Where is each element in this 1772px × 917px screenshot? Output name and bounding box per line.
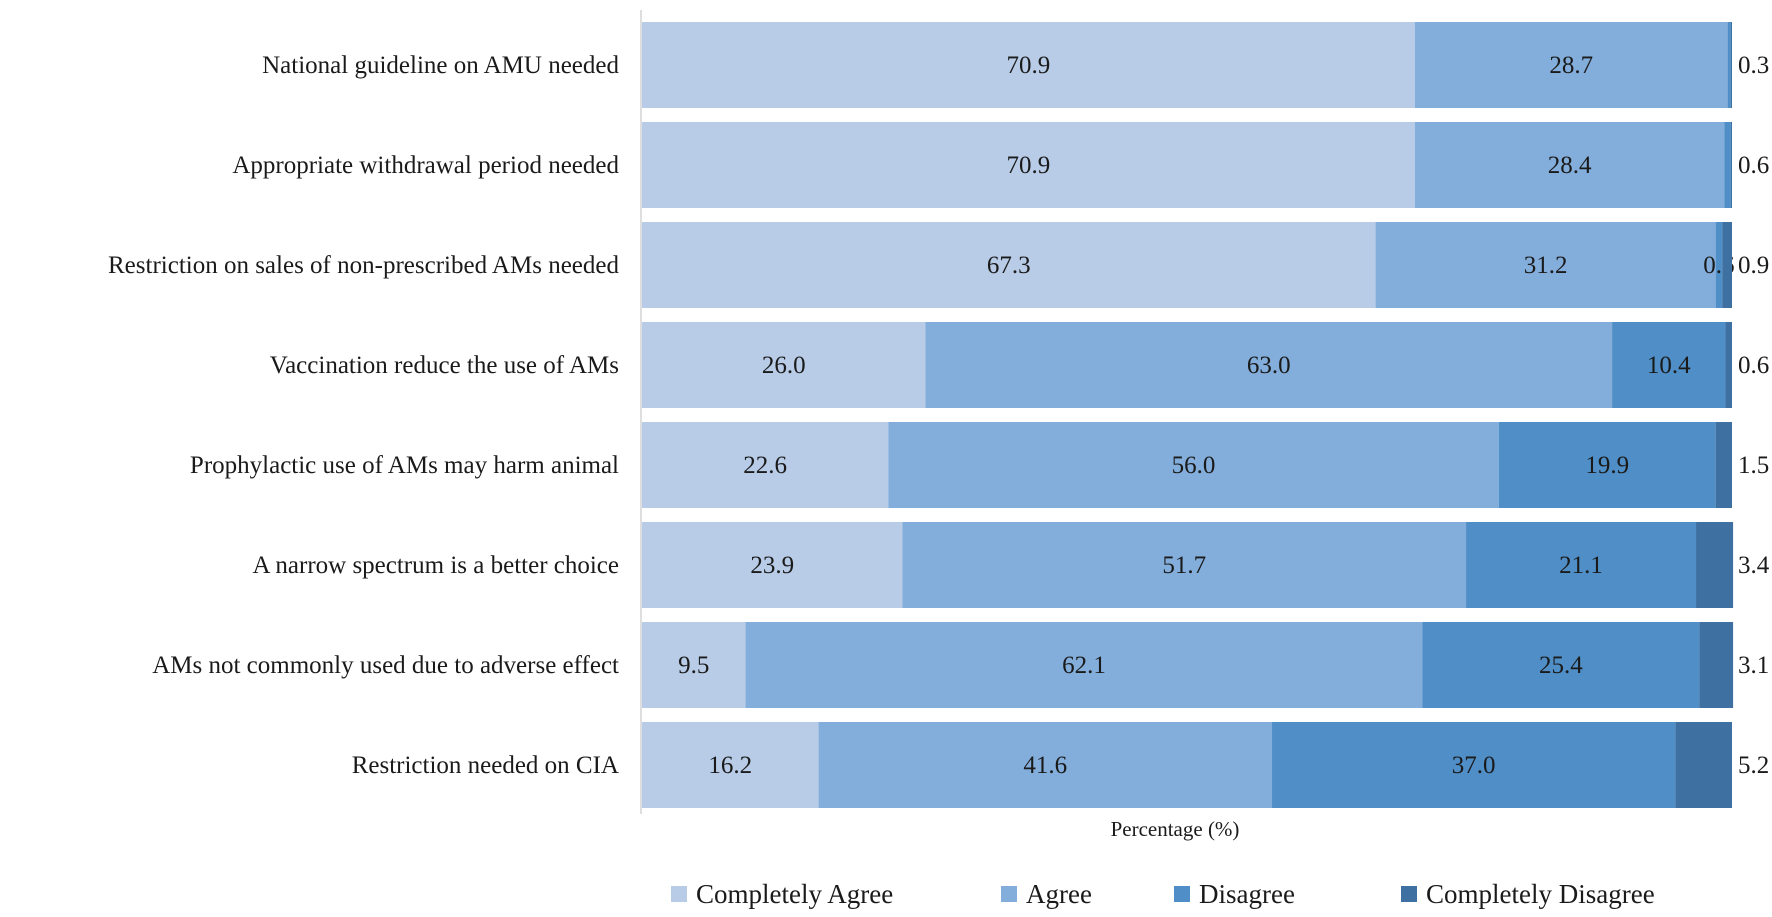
bar-segment-agree [745, 622, 1423, 708]
x-axis-title: Percentage (%) [1111, 817, 1240, 841]
bar-segment-agree [888, 422, 1499, 508]
legend-label: Completely Disagree [1426, 879, 1655, 909]
data-label: 9.5 [678, 652, 709, 679]
bar-segment-disagree [1272, 722, 1676, 808]
bar-segment-completely-agree [642, 122, 1415, 208]
legend-label: Agree [1026, 879, 1092, 909]
category-labels: National guideline on AMU needed Appropri… [108, 52, 619, 779]
data-label: 51.7 [1162, 552, 1206, 579]
data-label: 28.4 [1548, 152, 1592, 179]
outside-data-label: 0.9 [1738, 252, 1769, 279]
outside-data-label: 1.5 [1738, 452, 1769, 479]
data-label: 63.0 [1247, 352, 1291, 379]
bars-group: 70.9 28.7 0.3 70.9 28.4 0.6 67.3 31.2 0.6 0.9 26.0… [642, 22, 1770, 808]
outside-data-label: 3.4 [1738, 552, 1770, 579]
category-label: AMs not commonly used due to adverse eff… [152, 652, 619, 679]
data-label: 31.2 [1524, 252, 1568, 279]
bar-segment-completely-agree [642, 522, 903, 608]
bar-segment-agree [1375, 222, 1716, 308]
bar-segment-completely-disagree [1725, 322, 1732, 408]
bar-segment-completely-agree [642, 222, 1376, 308]
outside-data-label: 3.1 [1738, 652, 1769, 679]
outside-data-label: 0.6 [1738, 152, 1769, 179]
category-label: Restriction needed on CIA [352, 752, 619, 779]
data-label: 56.0 [1172, 452, 1216, 479]
legend-label: Disagree [1199, 879, 1295, 909]
bar-segment-completely-disagree [1715, 422, 1732, 508]
legend-label: Completely Agree [696, 879, 893, 909]
data-label: 25.4 [1539, 652, 1583, 679]
legend-swatch [1001, 886, 1017, 902]
bar-segment-agree [818, 722, 1273, 808]
category-label: Restriction on sales of non-prescribed A… [108, 252, 619, 279]
bar-segment-agree [925, 322, 1613, 408]
bar-segment-completely-agree [642, 322, 926, 408]
data-label: 41.6 [1023, 752, 1067, 779]
legend-swatch [1174, 886, 1190, 902]
bar-segment-disagree [1498, 422, 1716, 508]
bar-segment-agree [1414, 22, 1728, 108]
data-label: 23.9 [750, 552, 794, 579]
bar-segment-completely-disagree [1730, 122, 1732, 208]
category-label: National guideline on AMU needed [262, 52, 619, 79]
category-label: A narrow spectrum is a better choice [252, 552, 619, 579]
category-label: Appropriate withdrawal period needed [232, 152, 619, 179]
data-label: 67.3 [987, 252, 1031, 279]
bar-segment-disagree [1612, 322, 1726, 408]
data-label: 70.9 [1007, 52, 1051, 79]
data-label: 16.2 [708, 752, 752, 779]
bar-segment-completely-disagree [1675, 722, 1732, 808]
data-label: 26.0 [762, 352, 806, 379]
legend: Completely Agree Agree Disagree Completely … [671, 879, 1655, 909]
bar-segment-agree [902, 522, 1467, 608]
data-label: 21.1 [1559, 552, 1603, 579]
bar-segment-agree [1414, 122, 1725, 208]
data-label: 28.7 [1549, 52, 1593, 79]
data-label: 62.1 [1062, 652, 1106, 679]
outside-data-label: 0.3 [1738, 52, 1769, 79]
category-label: Prophylactic use of AMs may harm animal [190, 452, 619, 479]
legend-swatch [671, 886, 687, 902]
bar-segment-completely-disagree [1699, 622, 1734, 708]
bar-segment-disagree [1466, 522, 1697, 608]
data-label: 19.9 [1585, 452, 1629, 479]
bar-segment-disagree [1727, 22, 1731, 108]
bar-segment-completely-agree [642, 722, 819, 808]
data-label: 37.0 [1452, 752, 1496, 779]
category-label: Vaccination reduce the use of AMs [270, 352, 619, 379]
bar-segment-completely-disagree [1730, 22, 1732, 108]
data-label: 10.4 [1647, 352, 1691, 379]
bar-segment-completely-disagree [1696, 522, 1734, 608]
data-label: 22.6 [743, 452, 787, 479]
outside-data-label: 0.6 [1738, 352, 1769, 379]
legend-swatch [1401, 886, 1417, 902]
bar-segment-completely-agree [642, 622, 746, 708]
bar-segment-completely-agree [642, 22, 1415, 108]
data-label: 70.9 [1007, 152, 1051, 179]
bar-segment-completely-disagree [1722, 222, 1732, 308]
bar-segment-disagree [1422, 622, 1700, 708]
bar-segment-disagree [1724, 122, 1731, 208]
outside-data-label: 5.2 [1738, 752, 1769, 779]
bar-segment-completely-agree [642, 422, 889, 508]
bar-segment-disagree [1715, 222, 1723, 308]
